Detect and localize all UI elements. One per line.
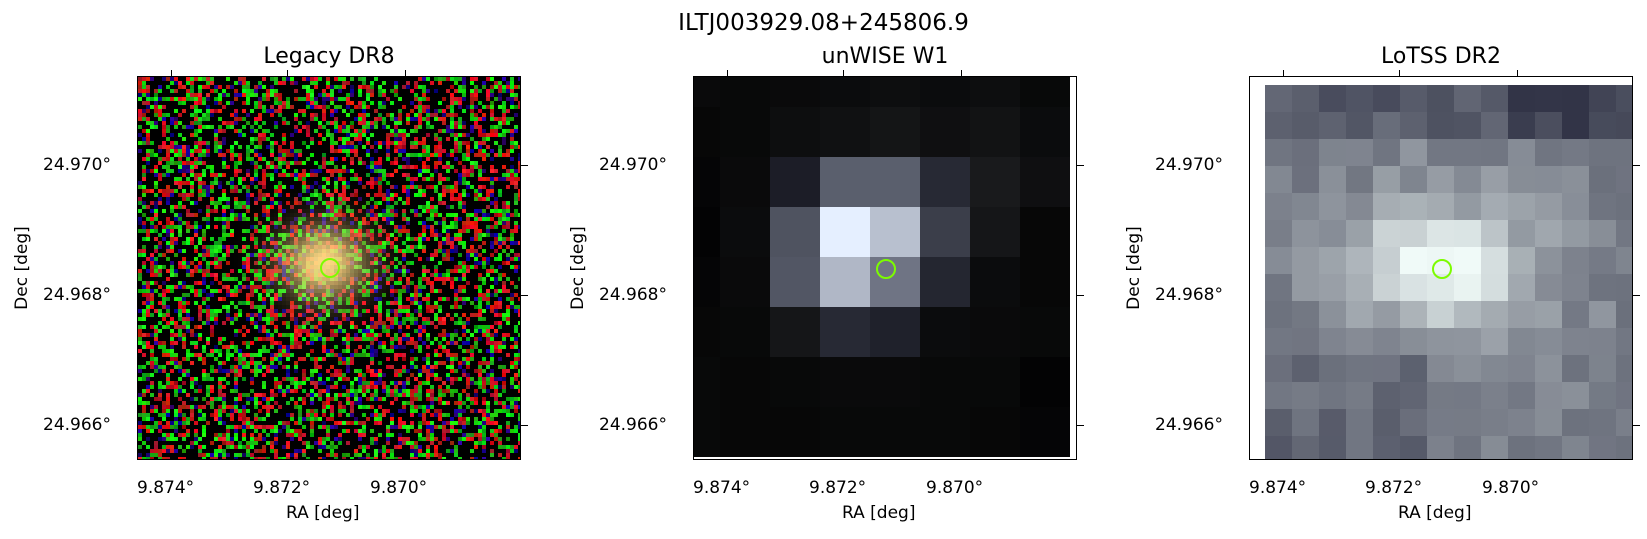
xtick-legacy-3 xyxy=(405,70,407,77)
ytick-lotss-1 xyxy=(1633,165,1640,167)
figure-title: ILTJ003929.08+245806.9 xyxy=(678,10,969,36)
xlabel-unwise: RA [deg] xyxy=(842,503,916,523)
ytick-unwise-1 xyxy=(1077,165,1084,167)
xtick-label-legacy-3: 9.870° xyxy=(370,478,428,498)
ylabel-lotss: Dec [deg] xyxy=(1124,226,1144,310)
xtick-label-unwise-3: 9.870° xyxy=(926,478,984,498)
panel-title-lotss: LoTSS DR2 xyxy=(1381,44,1501,69)
xtick-label-legacy-2: 9.872° xyxy=(253,478,311,498)
xtick-lotss-3 xyxy=(1517,70,1519,77)
xtick-label-lotss-2: 9.872° xyxy=(1365,478,1423,498)
xlabel-legacy: RA [deg] xyxy=(286,503,360,523)
xtick-label-unwise-1: 9.874° xyxy=(693,478,751,498)
xtick-label-legacy-1: 9.874° xyxy=(137,478,195,498)
source-marker-legacy xyxy=(320,258,340,278)
xlabel-lotss: RA [deg] xyxy=(1398,503,1472,523)
ytick-label-unwise-3: 24.966° xyxy=(599,415,667,435)
ytick-label-legacy-3: 24.966° xyxy=(43,415,111,435)
ytick-label-legacy-1: 24.970° xyxy=(43,155,111,175)
xtick-label-unwise-2: 9.872° xyxy=(809,478,867,498)
ylabel-legacy: Dec [deg] xyxy=(12,226,32,310)
source-marker-lotss xyxy=(1432,259,1452,279)
ytick-label-unwise-1: 24.970° xyxy=(599,155,667,175)
xtick-lotss-2 xyxy=(1399,70,1401,77)
ytick-label-lotss-2: 24.968° xyxy=(1155,285,1223,305)
ytick-unwise-2 xyxy=(1077,295,1084,297)
panel-title-legacy: Legacy DR8 xyxy=(263,44,395,69)
ytick-label-legacy-2: 24.968° xyxy=(43,285,111,305)
panel-title-unwise: unWISE W1 xyxy=(821,44,949,69)
ylabel-unwise: Dec [deg] xyxy=(568,226,588,310)
xtick-unwise-2 xyxy=(843,70,845,77)
ytick-label-lotss-1: 24.970° xyxy=(1155,155,1223,175)
ytick-legacy-3 xyxy=(521,425,528,427)
xtick-unwise-3 xyxy=(961,70,963,77)
ytick-lotss-3 xyxy=(1633,425,1640,427)
xtick-legacy-1 xyxy=(171,70,173,77)
ytick-label-unwise-2: 24.968° xyxy=(599,285,667,305)
xtick-unwise-1 xyxy=(727,70,729,77)
ytick-label-lotss-3: 24.966° xyxy=(1155,415,1223,435)
ytick-lotss-2 xyxy=(1633,295,1640,297)
ytick-legacy-2 xyxy=(521,295,528,297)
source-marker-unwise xyxy=(876,259,896,279)
xtick-legacy-2 xyxy=(287,70,289,77)
xtick-label-lotss-1: 9.874° xyxy=(1249,478,1307,498)
ytick-unwise-3 xyxy=(1077,425,1084,427)
ytick-legacy-1 xyxy=(521,165,528,167)
xtick-lotss-1 xyxy=(1283,70,1285,77)
xtick-label-lotss-3: 9.870° xyxy=(1482,478,1540,498)
